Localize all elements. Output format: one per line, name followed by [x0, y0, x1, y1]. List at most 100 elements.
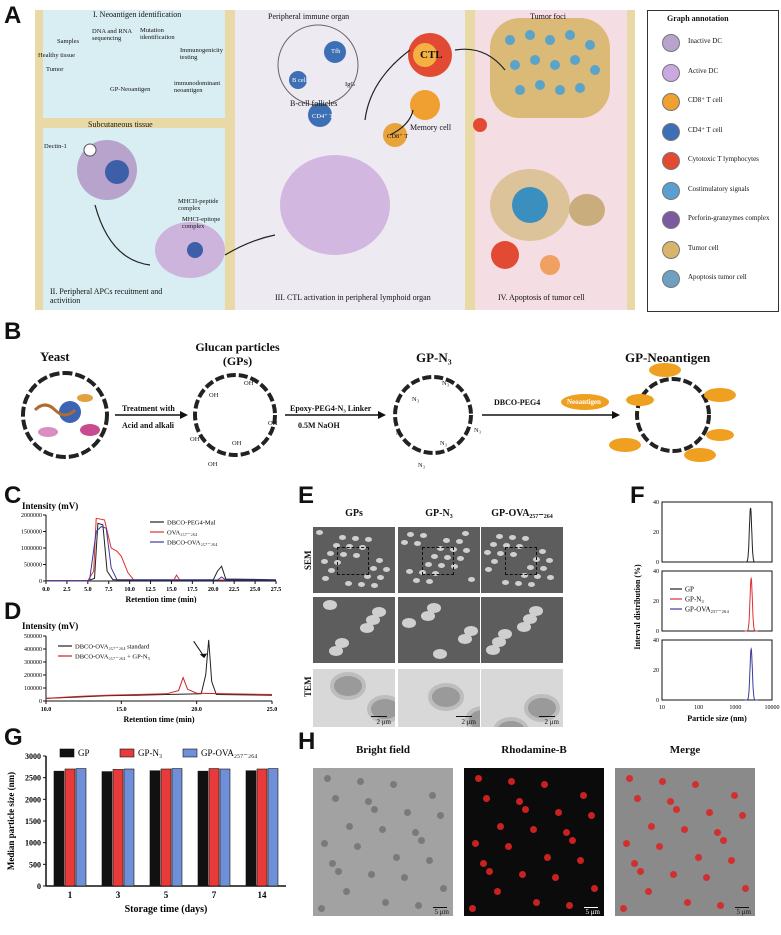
- n3-5: N₃: [474, 427, 481, 434]
- legend-icon-6: [662, 211, 680, 229]
- h-cell: [577, 857, 584, 864]
- h-cell: [731, 792, 738, 799]
- label-subcutaneous: Subcutaneous tissue: [88, 120, 153, 129]
- h-cell: [626, 775, 633, 782]
- h-cell: [591, 885, 598, 892]
- e-image-1-0: [313, 597, 395, 663]
- h-cell: [533, 899, 540, 906]
- x-tick-label: 2.5: [63, 587, 71, 593]
- x-tick-label: 3: [116, 890, 121, 900]
- e-particle: [330, 672, 366, 700]
- h-cell: [393, 854, 400, 861]
- y-tick-label: 100000: [24, 686, 42, 692]
- size-distribution-1: [744, 576, 758, 632]
- size-distribution-0: [743, 507, 758, 563]
- e-particle: [491, 559, 498, 564]
- panel-a-background: [35, 10, 635, 310]
- label-healthy-tissue: Healthy tissue: [38, 52, 76, 59]
- bar-GP-7: [197, 770, 209, 887]
- label-gp-neoantigen: GP-Neoantigen: [110, 86, 151, 93]
- e-particle: [433, 649, 447, 659]
- label-cd4: CD4⁺ T: [312, 113, 334, 120]
- h-cell: [324, 775, 331, 782]
- legend-label-0: GP: [685, 586, 694, 594]
- e-particle: [365, 537, 372, 542]
- e-particle: [523, 614, 537, 624]
- e-particle: [367, 695, 395, 723]
- e-particle: [371, 583, 378, 588]
- bar-GP-3: [101, 771, 113, 887]
- legend-label-2: DBCO-OVA₂₅₇₋₂₆₄: [167, 540, 218, 547]
- legend-icon-0: [662, 34, 680, 52]
- e-particle: [463, 548, 470, 553]
- legend-icon-4: [662, 152, 680, 170]
- subpanel-frame-1: [661, 570, 773, 632]
- x-tick-label: 12.5: [145, 587, 156, 593]
- e-particle: [534, 574, 541, 579]
- h-cell: [645, 888, 652, 895]
- h-col-header-2: Merge: [669, 744, 701, 756]
- y-tick-label: 500000: [24, 634, 42, 640]
- h-cell: [429, 792, 436, 799]
- e-scale-label: 2 μm: [376, 718, 391, 726]
- legend-item-5: Costimulatory signals: [688, 184, 750, 193]
- legend-item-8: Apoptosis tumor cell: [688, 273, 747, 281]
- e-particle: [515, 581, 522, 586]
- y-axis-label: Median particle size (nm): [6, 772, 16, 870]
- e-particle: [497, 551, 504, 556]
- h-cell: [368, 871, 375, 878]
- e-particle: [402, 618, 416, 628]
- h-cell: [659, 778, 666, 785]
- legend-item-3: CD4⁺ T cell: [688, 125, 723, 134]
- e-particle: [327, 551, 334, 556]
- oh-3: OH: [268, 420, 278, 427]
- e-particle: [510, 552, 517, 557]
- y-tick-label: 300000: [24, 660, 42, 666]
- h-cell: [335, 868, 342, 875]
- x-tick-label: 10.0: [41, 707, 52, 713]
- h-cell: [426, 857, 433, 864]
- h-cell: [648, 823, 655, 830]
- h-cell: [717, 902, 724, 909]
- h-cell: [343, 888, 350, 895]
- h-cell: [552, 874, 559, 881]
- h-cell: [667, 798, 674, 805]
- y-tick-label: 2500: [25, 774, 41, 783]
- x-tick-label: 5.0: [84, 587, 92, 593]
- e-particle: [451, 564, 458, 569]
- e-particle: [360, 623, 374, 633]
- sec1-title: I. Neoantigen identification: [93, 10, 182, 19]
- legend-icon-1: [662, 63, 680, 82]
- panel-b-drawing: [21, 363, 736, 462]
- e-particle: [457, 556, 464, 561]
- h-cell: [401, 874, 408, 881]
- e-particle: [509, 535, 516, 540]
- h-cell: [332, 795, 339, 802]
- h-cell: [354, 843, 361, 850]
- oh-6: OH: [208, 461, 218, 468]
- h-cell: [483, 795, 490, 802]
- e-particle: [502, 580, 509, 585]
- y-tick-label: 20: [653, 530, 659, 536]
- y-tick-label: 0: [656, 560, 659, 566]
- legend-label-1: GP-N₃: [138, 748, 162, 758]
- h-scale-label: 5 μm: [585, 908, 600, 916]
- e-particle: [333, 543, 340, 548]
- y-tick-label: 500000: [24, 563, 42, 569]
- legend-icon-5: [662, 181, 680, 200]
- sec2-title: II. Peripheral APCs recuitment and activ…: [50, 287, 163, 305]
- e-particle: [546, 558, 553, 563]
- label-cd8: CD8⁺ T: [387, 133, 409, 140]
- h-cell: [412, 829, 419, 836]
- e-particle: [323, 600, 337, 610]
- y-axis-label: Intensity (mV): [22, 501, 78, 511]
- y-tick-label: 1000: [25, 839, 41, 848]
- x-tick-label: 0.0: [42, 587, 50, 593]
- series-line-2: [46, 526, 276, 582]
- h-cell: [318, 905, 325, 912]
- h-cell: [494, 888, 501, 895]
- h-cell: [404, 809, 411, 816]
- e-col-header-2: GP-OVA₂₅₇₋₂₆₄: [491, 508, 553, 519]
- n3-1: N₃: [442, 380, 449, 387]
- e-particle: [496, 534, 503, 539]
